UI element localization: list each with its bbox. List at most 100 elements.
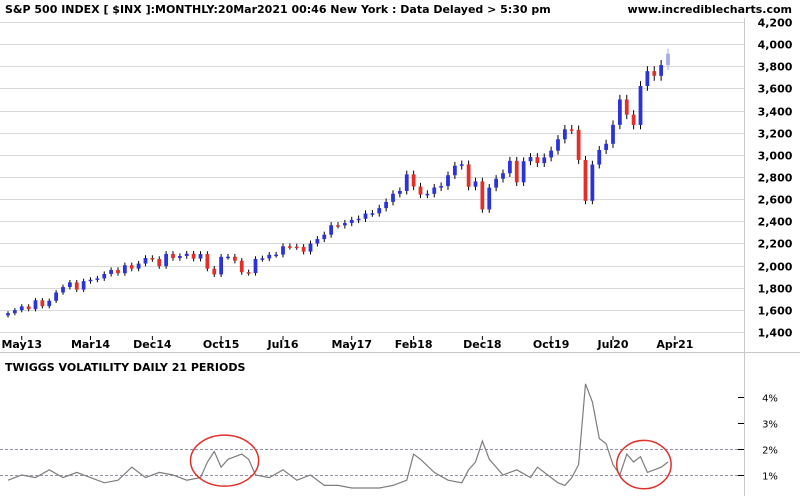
price-axis-tick-label: 3,600 (758, 83, 793, 96)
candle-body (336, 225, 340, 227)
volatility-line (7, 383, 669, 489)
candle-body (315, 239, 320, 244)
price-axis-tick-label: 3,400 (758, 106, 793, 119)
candle-body (507, 160, 512, 174)
candle-body (439, 186, 444, 188)
candle-body (260, 258, 265, 260)
candle-body (12, 310, 17, 314)
candle-body (521, 161, 526, 183)
candle-body (384, 201, 389, 209)
candle-body (631, 114, 636, 125)
candle-body (535, 157, 540, 164)
candle-body (102, 273, 107, 279)
candle-body (74, 282, 79, 290)
candle-body (404, 174, 409, 191)
volatility-axis-tick-label: 4% (762, 394, 778, 405)
candle-body (184, 253, 189, 257)
candle-body (446, 175, 450, 187)
x-axis-tick-label: Jul20 (596, 338, 628, 351)
candle-body (205, 254, 210, 269)
candle-body (370, 213, 375, 215)
price-axis-tick-label: 2,200 (758, 238, 793, 251)
candle-body (624, 99, 629, 115)
price-axis-tick-label: 2,000 (758, 261, 793, 274)
candle-body (473, 181, 478, 187)
candle-body (569, 129, 574, 131)
candle-body (191, 253, 196, 259)
candle-body (329, 225, 334, 235)
price-axis-tick-label: 4,200 (758, 17, 793, 30)
candle-body (267, 254, 272, 259)
candle-body (122, 265, 127, 274)
site-url: www.incrediblecharts.com (627, 3, 792, 16)
candle-body (19, 306, 24, 311)
price-axis-tick-label: 1,400 (758, 327, 793, 340)
x-axis-tick-label: Jul16 (266, 338, 298, 351)
candle-body (198, 254, 203, 259)
candle-body (6, 313, 10, 316)
candle-body (308, 243, 313, 252)
candle-body (294, 246, 299, 249)
candle-body (666, 53, 670, 66)
candle-body (652, 71, 657, 76)
price-panel (0, 19, 742, 345)
candle-body (81, 281, 86, 290)
candle-body (590, 164, 595, 201)
candle-body (274, 254, 279, 257)
candle-body (116, 270, 120, 274)
candle-body (239, 260, 244, 273)
candle-body (528, 157, 533, 162)
candle-body (480, 181, 485, 210)
candle-body (61, 287, 65, 293)
candle-body (377, 208, 382, 214)
candle-body (452, 165, 457, 176)
candle-body (143, 258, 148, 264)
x-axis-tick-label: Mar14 (71, 338, 110, 351)
candle-body (611, 124, 615, 144)
candle-body (556, 139, 560, 151)
candle-body (638, 85, 643, 125)
chart-title: S&P 500 INDEX [ $INX ]:MONTHLY:20Mar2021… (5, 3, 551, 16)
candle-body (95, 278, 100, 280)
candle-body (583, 159, 588, 201)
candle-body (177, 256, 182, 259)
x-axis-tick-label: May17 (331, 338, 372, 351)
candle-body (246, 272, 251, 274)
annotation-circle-2020 (616, 439, 672, 490)
candle-body (411, 174, 416, 187)
x-axis-tick-label: Feb18 (395, 338, 433, 351)
candle-body (576, 129, 581, 160)
candle-body (425, 193, 430, 196)
x-axis-tick-label: Oct15 (203, 338, 239, 351)
candle-body (617, 99, 622, 125)
candle-body (604, 143, 609, 150)
candle-body (281, 246, 285, 255)
annotation-circle-2015 (189, 434, 260, 487)
x-axis-tick-label: Dec18 (463, 338, 501, 351)
candle-body (47, 300, 52, 307)
candle-body (487, 187, 492, 210)
candle-body (301, 246, 306, 252)
candle-body (562, 129, 567, 140)
candle-body (212, 268, 217, 275)
candle-body (494, 178, 499, 188)
price-axis-tick-label: 3,000 (758, 150, 793, 163)
candle-body (391, 193, 395, 202)
volatility-axis-tick-label: 2% (762, 446, 778, 457)
candle-body (322, 234, 327, 240)
price-axis-tick-label: 1,600 (758, 305, 793, 318)
candle-body (67, 282, 72, 288)
candle-body (349, 219, 354, 224)
candle-body (356, 218, 361, 221)
candle-body (253, 258, 258, 274)
candle-body (542, 157, 547, 164)
candle-body (88, 279, 93, 282)
price-axis-tick-label: 2,800 (758, 172, 793, 185)
candle-body (659, 65, 664, 76)
candle-body (33, 300, 38, 310)
candle-body (342, 223, 347, 226)
price-axis-tick-label: 3,800 (758, 61, 793, 74)
candle-body (597, 149, 602, 165)
price-axis-tick-label: 1,800 (758, 283, 793, 296)
